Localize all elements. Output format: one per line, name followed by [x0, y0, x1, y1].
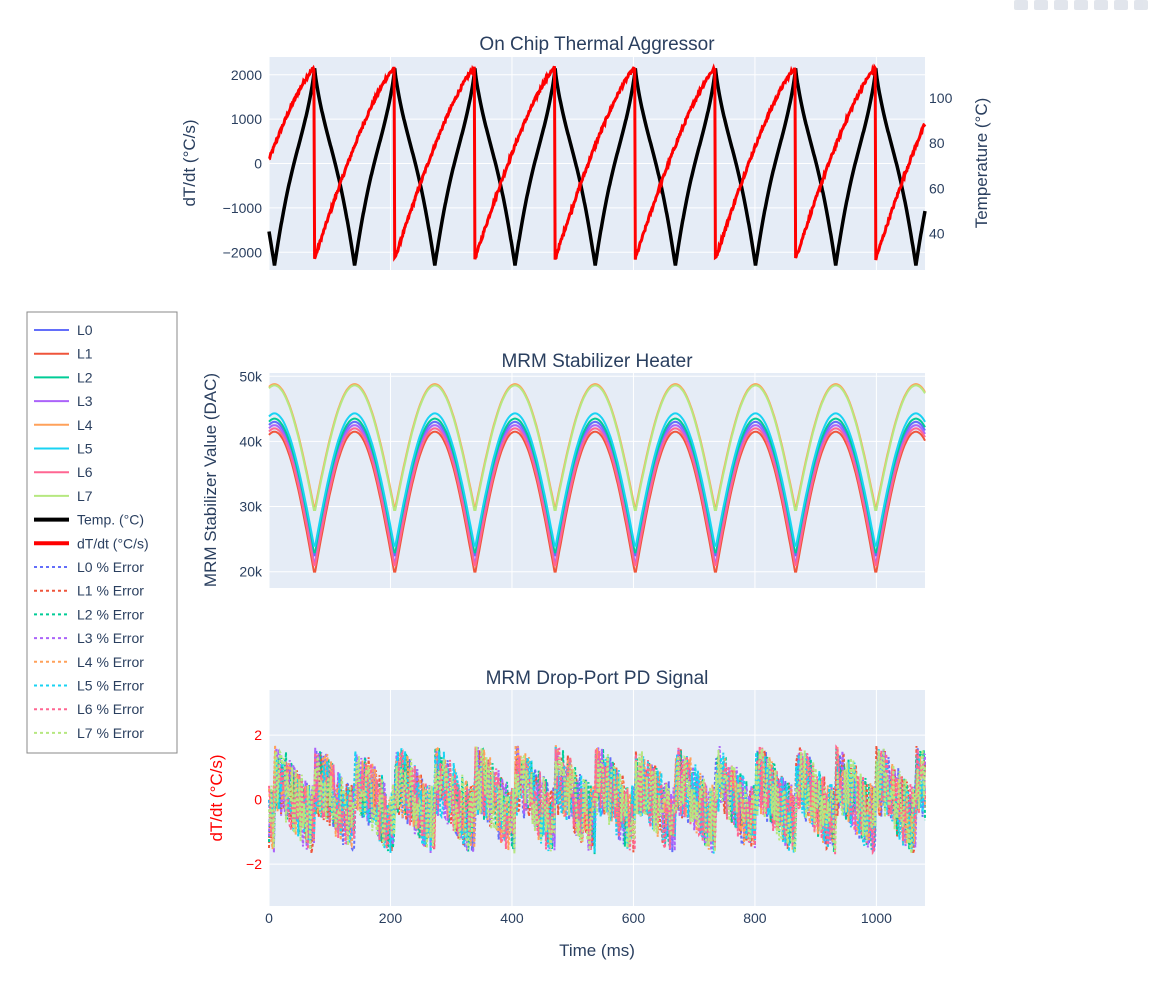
x-tick-label: 800	[743, 910, 767, 926]
legend-box	[26, 311, 178, 754]
legend-label: L5 % Error	[77, 678, 144, 694]
y-tick-label: 20k	[239, 564, 263, 580]
legend-item[interactable]: L7	[34, 488, 93, 504]
plot-area-2[interactable]	[269, 373, 925, 588]
legend-item[interactable]: L2	[34, 369, 93, 385]
stabilizer-heater-panel: 20k 30k 40k 50k MRM Stabilizer Heater MRM S…	[201, 351, 926, 588]
legend-label: dT/dt (°C/s)	[77, 535, 149, 551]
series-group-3	[268, 744, 926, 856]
x-tick-label: 1000	[861, 910, 892, 926]
legend-item[interactable]: L4 % Error	[34, 654, 144, 670]
x-tick-label: 400	[500, 910, 524, 926]
legend-item[interactable]: L0 % Error	[34, 559, 144, 575]
y-tick-label: 1000	[231, 111, 262, 127]
legend-item[interactable]: dT/dt (°C/s)	[34, 535, 149, 551]
y2-tick-label: 60	[929, 180, 945, 196]
y-axis-title-1: dT/dt (°C/s)	[180, 119, 199, 206]
y-tick-label: 2	[254, 727, 262, 743]
y2-tick-label: 100	[929, 90, 953, 106]
legend-item[interactable]: L3	[34, 393, 93, 409]
zoom-icon[interactable]	[1034, 0, 1048, 10]
pan-icon[interactable]	[1054, 0, 1068, 10]
legend-label: L0 % Error	[77, 559, 144, 575]
x-axis-title: Time (ms)	[559, 941, 635, 960]
legend: L0 L1 L2 L3 L4 L5 L6 L7 Temp. (°C) dT/dt (°C/s) L0…	[26, 311, 178, 754]
legend-item[interactable]: L0	[34, 322, 93, 338]
y2-tick-label: 80	[929, 135, 945, 151]
y2-axis-title-1: Temperature (°C)	[972, 98, 991, 229]
camera-icon[interactable]	[1014, 0, 1028, 10]
legend-item[interactable]: L2 % Error	[34, 606, 144, 622]
legend-item[interactable]: L4	[34, 417, 93, 433]
legend-item[interactable]: L6 % Error	[34, 701, 144, 717]
legend-item[interactable]: L7 % Error	[34, 725, 144, 741]
series-l2	[268, 417, 926, 554]
tick-labels-2: 20k 30k 40k 50k	[239, 368, 263, 579]
legend-item[interactable]: L5 % Error	[34, 678, 144, 694]
legend-items: L0 L1 L2 L3 L4 L5 L6 L7 Temp. (°C) dT/dt (°C/s) L0…	[34, 322, 149, 741]
autoscale-icon[interactable]	[1114, 0, 1128, 10]
legend-label: L0	[77, 322, 93, 338]
x-tick-label: 200	[379, 910, 403, 926]
legend-label: L4	[77, 417, 93, 433]
drop-port-panel: −2 0 2 0 200 400 600 800 1000 MRM Drop-Port PD S…	[207, 668, 926, 960]
chart-title-2: MRM Stabilizer Heater	[501, 351, 693, 372]
y-tick-label: 30k	[239, 499, 263, 515]
legend-label: L7 % Error	[77, 725, 144, 741]
zoom-in-icon[interactable]	[1074, 0, 1088, 10]
series-group-2	[268, 383, 926, 573]
series-l7	[268, 384, 926, 511]
chart-title-1: On Chip Thermal Aggressor	[479, 34, 715, 55]
y2-tick-label: 40	[929, 226, 945, 242]
series-temp	[267, 68, 927, 266]
tick-labels-3: −2 0 2 0 200 400 600 800 1000	[246, 727, 892, 926]
legend-label: L1 % Error	[77, 583, 144, 599]
legend-label: L5	[77, 441, 93, 457]
legend-item[interactable]: L3 % Error	[34, 630, 144, 646]
y-tick-label: 40k	[239, 433, 263, 449]
legend-label: L6	[77, 464, 93, 480]
legend-item[interactable]: Temp. (°C)	[34, 512, 144, 528]
series-dtdt	[268, 63, 927, 262]
zoom-out-icon[interactable]	[1094, 0, 1108, 10]
y-tick-label: 2000	[231, 67, 262, 83]
plot-modebar[interactable]	[1014, 0, 1148, 10]
legend-item[interactable]: L1 % Error	[34, 583, 144, 599]
series-l6	[268, 427, 926, 567]
legend-label: L2 % Error	[77, 606, 144, 622]
y-tick-label: −2	[246, 856, 262, 872]
series-group-1	[267, 63, 927, 266]
legend-label: L2	[77, 369, 93, 385]
x-tick-label: 600	[622, 910, 646, 926]
y-tick-label: 0	[254, 156, 262, 172]
thermal-aggressor-panel: −2000 −1000 0 1000 2000 40 60 80 100 On Chip The…	[180, 34, 991, 270]
legend-label: L4 % Error	[77, 654, 144, 670]
reset-axes-icon[interactable]	[1134, 0, 1148, 10]
y-axis-title-3: dT/dt (°C/s)	[207, 754, 226, 841]
legend-label: L1	[77, 346, 93, 362]
chart-title-3: MRM Drop-Port PD Signal	[486, 668, 709, 689]
legend-label: L7	[77, 488, 93, 504]
y-tick-label: 50k	[239, 368, 263, 384]
x-tick-label: 0	[265, 910, 273, 926]
y-tick-label: 0	[254, 792, 262, 808]
y-tick-label: −2000	[223, 244, 263, 260]
legend-label: Temp. (°C)	[77, 512, 144, 528]
y-tick-label: −1000	[223, 200, 263, 216]
legend-item[interactable]: L5	[34, 441, 93, 457]
legend-label: L3	[77, 393, 93, 409]
tick-labels-1: −2000 −1000 0 1000 2000 40 60 80 100	[223, 67, 953, 261]
y-axis-title-2: MRM Stabilizer Value (DAC)	[201, 373, 220, 587]
legend-label: L3 % Error	[77, 630, 144, 646]
legend-item[interactable]: L6	[34, 464, 93, 480]
legend-label: L6 % Error	[77, 701, 144, 717]
legend-item[interactable]: L1	[34, 346, 93, 362]
series-l7-error	[268, 746, 926, 854]
series-l5	[268, 412, 926, 547]
